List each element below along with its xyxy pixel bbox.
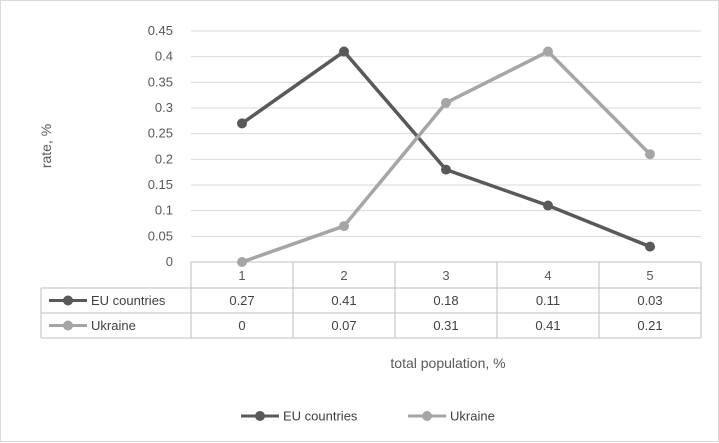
table-cell: 0 [238,318,245,333]
y-tick-label: 0.2 [155,151,173,166]
x-tick-label: 1 [238,268,245,283]
x-tick-label: 2 [340,268,347,283]
y-tick-label: 0.35 [148,74,173,89]
data-table: 1 2 3 4 5 EU countries 0.27 0.41 0.18 0.11 0.03 Ukr… [40,261,702,339]
legend-label: EU countries [283,409,358,424]
x-tick-label: 3 [442,268,449,283]
series-lines [237,46,655,267]
table-legend-marker [63,320,73,331]
data-point [543,200,553,211]
x-axis-title: total population, % [390,355,505,371]
y-tick-label: 0.1 [155,203,173,218]
data-point [441,97,451,108]
y-tick-label: 0.3 [155,100,173,115]
data-point [237,257,247,267]
table-cell: 0.18 [433,293,458,308]
table-cell: 0.41 [535,318,560,333]
series-line [240,49,651,249]
table-row-label: EU countries [91,293,166,308]
table-row-label: Ukraine [91,318,136,333]
y-axis-ticks: 0 0.05 0.1 0.15 0.2 0.25 0.3 0.35 0.4 0.45 [148,23,173,269]
y-tick-label: 0.45 [148,23,173,38]
table-cell: 0.07 [331,318,356,333]
data-point [543,46,553,57]
table-cell: 0.11 [536,293,560,308]
y-tick-label: 0.4 [155,49,173,64]
y-tick-label: 0 [166,254,173,269]
x-tick-label: 4 [544,268,551,283]
gridlines [191,30,701,237]
table-cell: 0.41 [331,293,356,308]
x-tick-label: 5 [646,268,653,283]
data-point [339,221,349,232]
table-cell: 0.21 [637,318,662,333]
y-tick-label: 0.05 [148,228,173,243]
table-cell: 0.31 [433,318,458,333]
data-point [237,118,247,129]
data-point [339,46,349,57]
data-point [645,149,655,160]
series-line [241,49,652,264]
table-cell: 0.27 [229,293,254,308]
data-point [441,164,451,175]
legend-label: Ukraine [450,409,495,424]
legend-marker [422,411,432,421]
legend-marker [255,411,265,421]
table-cell: 0.03 [637,293,662,308]
legend: EU countries Ukraine [241,409,495,424]
y-tick-label: 0.25 [148,126,173,141]
y-axis-title: rate, % [38,124,54,168]
y-tick-label: 0.15 [148,177,173,192]
table-legend-marker [63,295,73,306]
data-point [645,241,655,252]
